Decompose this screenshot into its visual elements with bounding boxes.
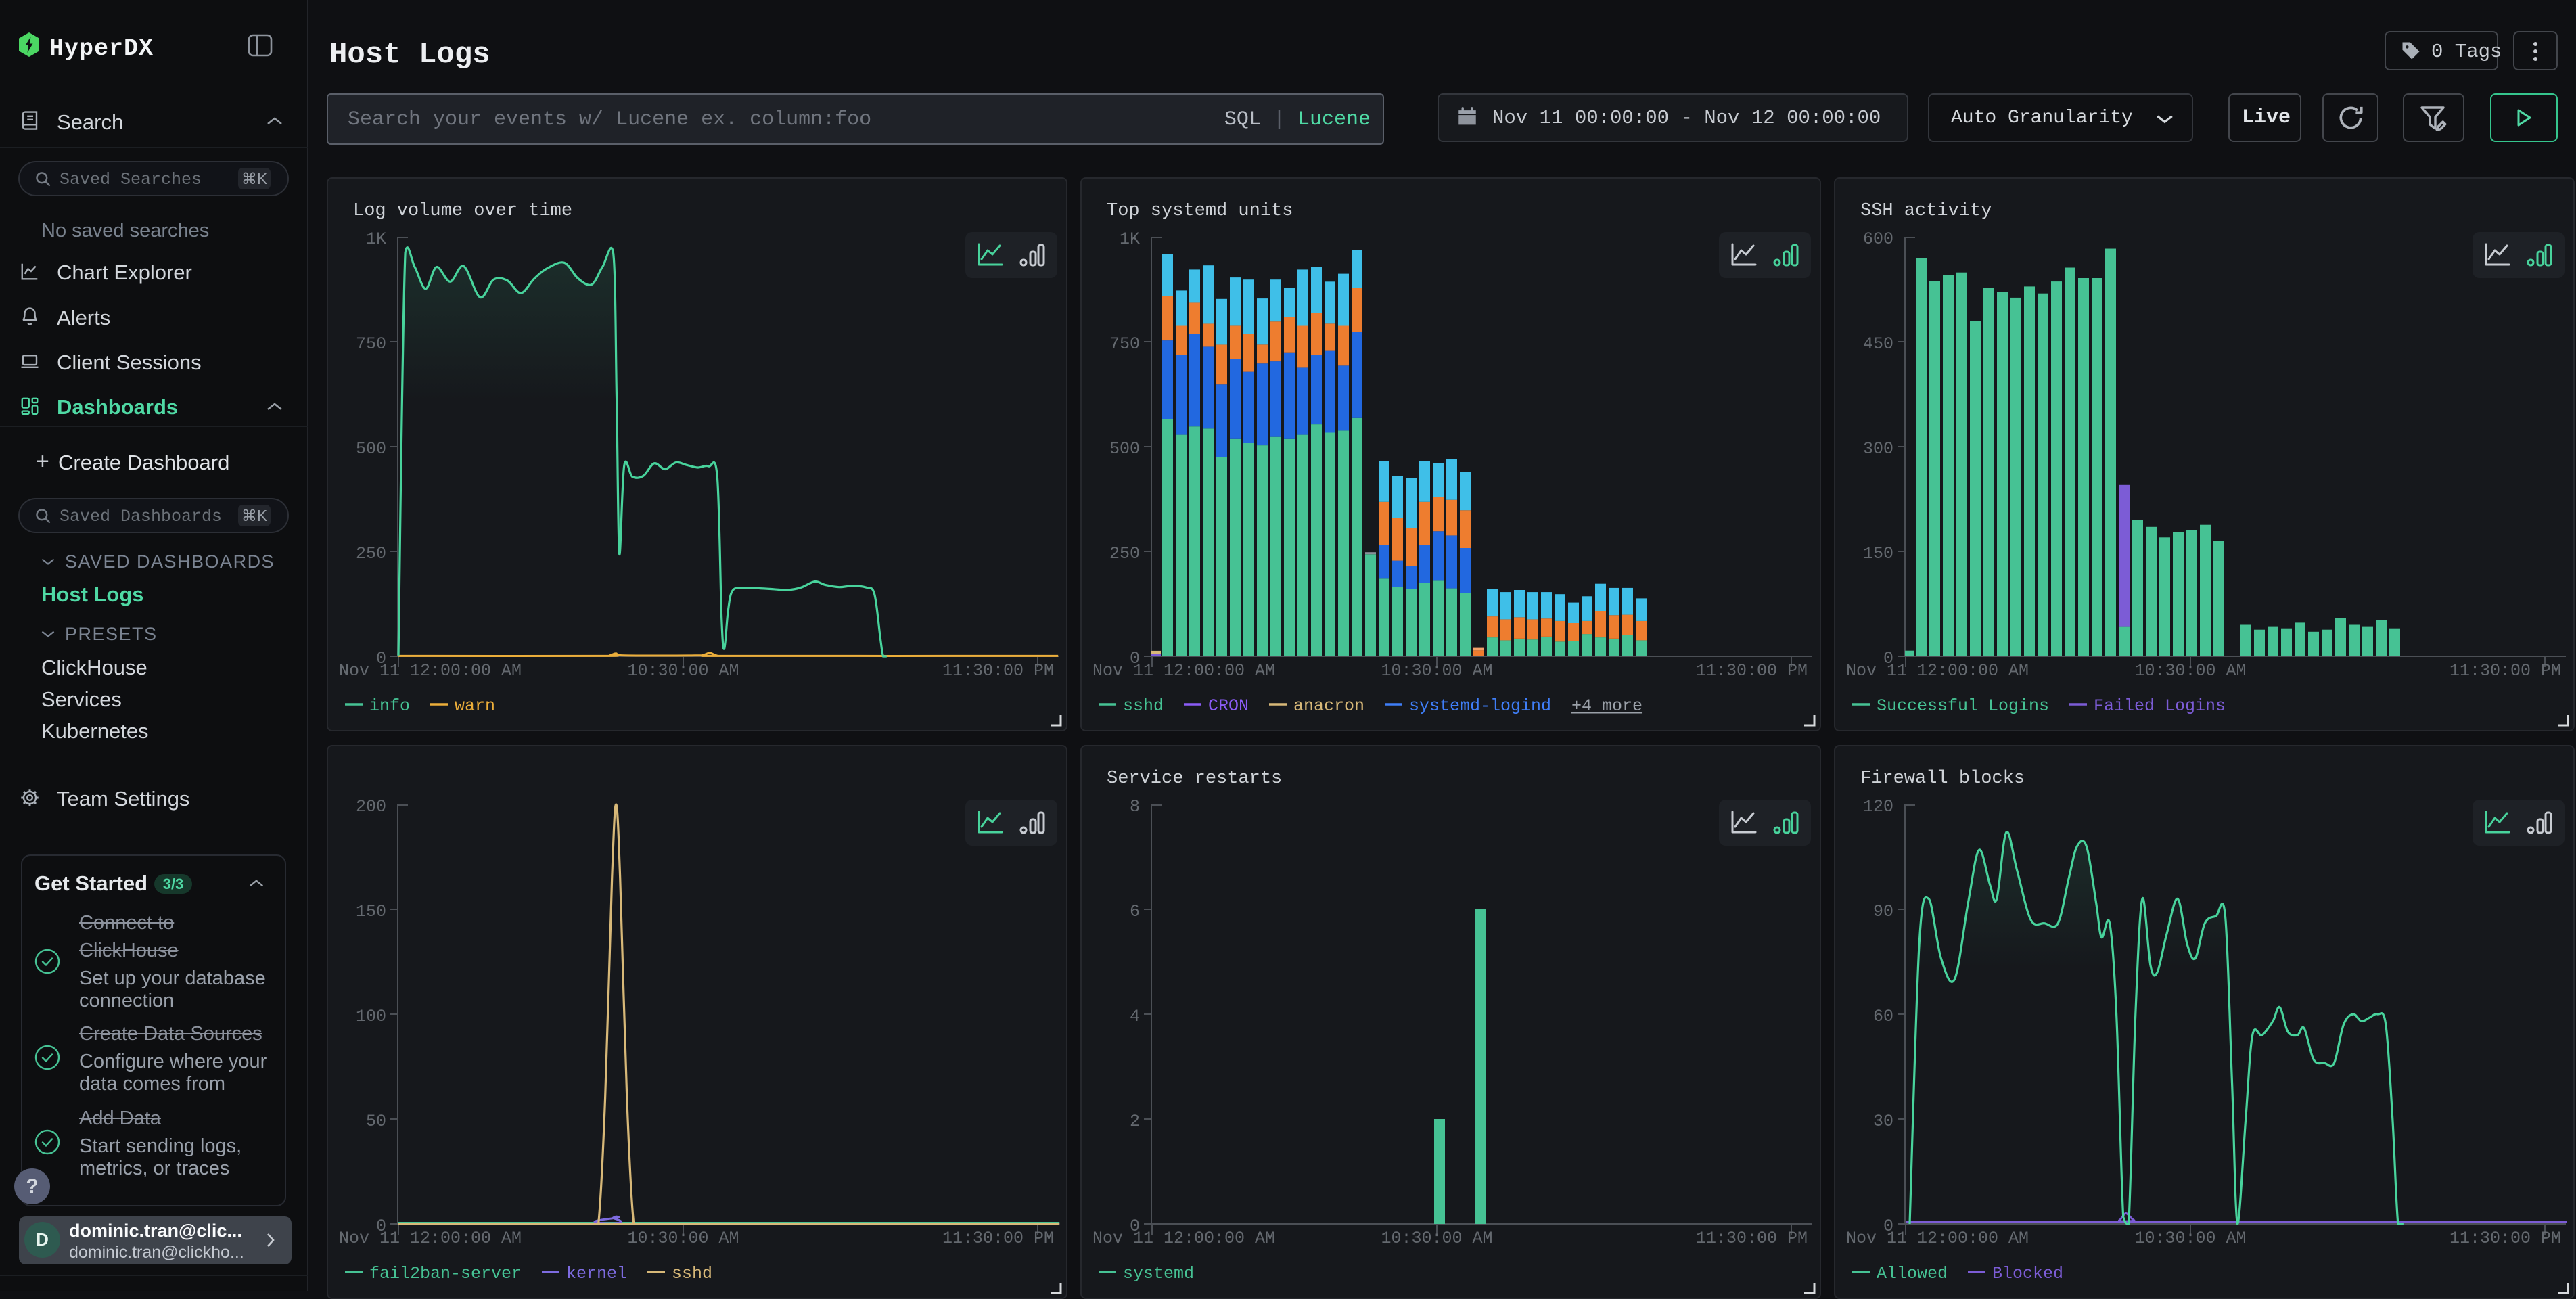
- svg-text:1K: 1K: [366, 229, 386, 249]
- svg-text:1K: 1K: [1120, 229, 1140, 249]
- svg-text:0: 0: [376, 649, 386, 668]
- svg-text:11:30:00 PM: 11:30:00 PM: [1696, 1229, 1808, 1248]
- svg-text:0: 0: [1883, 1216, 1893, 1236]
- svg-text:Nov 11 12:00:00 AM: Nov 11 12:00:00 AM: [1846, 1229, 2029, 1248]
- svg-text:Nov 11 12:00:00 AM: Nov 11 12:00:00 AM: [339, 1229, 522, 1248]
- svg-text:CRON: CRON: [1208, 696, 1249, 716]
- svg-text:0: 0: [1883, 649, 1893, 668]
- svg-text:250: 250: [1109, 544, 1140, 564]
- svg-text:10:30:00 AM: 10:30:00 AM: [1381, 661, 1492, 681]
- svg-text:100: 100: [356, 1007, 386, 1026]
- svg-text:600: 600: [1863, 229, 1893, 249]
- svg-text:10:30:00 AM: 10:30:00 AM: [2134, 1229, 2246, 1248]
- svg-text:fail2ban-server: fail2ban-server: [369, 1264, 522, 1283]
- svg-text:150: 150: [1863, 544, 1893, 564]
- svg-text:SSH activity: SSH activity: [1860, 201, 1992, 221]
- svg-text:Nov 11 12:00:00 AM: Nov 11 12:00:00 AM: [1092, 1229, 1275, 1248]
- svg-text:60: 60: [1873, 1007, 1893, 1026]
- svg-text:10:30:00 AM: 10:30:00 AM: [627, 661, 739, 681]
- svg-text:200: 200: [356, 797, 386, 817]
- svg-text:Top systemd units: Top systemd units: [1107, 201, 1293, 221]
- svg-text:300: 300: [1863, 439, 1893, 459]
- svg-text:kernel: kernel: [566, 1264, 627, 1283]
- svg-text:4: 4: [1130, 1007, 1140, 1026]
- svg-text:Nov 11 12:00:00 AM: Nov 11 12:00:00 AM: [1092, 661, 1275, 681]
- svg-text:0: 0: [376, 1216, 386, 1236]
- svg-text:11:30:00 PM: 11:30:00 PM: [2450, 1229, 2561, 1248]
- svg-text:warn: warn: [455, 696, 495, 716]
- svg-text:500: 500: [1109, 439, 1140, 459]
- svg-text:systemd: systemd: [1123, 1264, 1194, 1283]
- svg-text:Log volume over time: Log volume over time: [353, 201, 572, 221]
- svg-text:750: 750: [356, 334, 386, 354]
- svg-text:450: 450: [1863, 334, 1893, 354]
- svg-text:2: 2: [1130, 1112, 1140, 1131]
- svg-text:+4 more: +4 more: [1571, 696, 1642, 716]
- svg-text:Nov 11 12:00:00 AM: Nov 11 12:00:00 AM: [339, 661, 522, 681]
- svg-text:11:30:00 PM: 11:30:00 PM: [942, 661, 1054, 681]
- svg-text:Failed Logins: Failed Logins: [2094, 696, 2226, 716]
- svg-text:0: 0: [1130, 649, 1140, 668]
- svg-text:sshd: sshd: [1123, 696, 1164, 716]
- svg-text:90: 90: [1873, 902, 1893, 921]
- svg-text:info: info: [369, 696, 410, 716]
- svg-text:11:30:00 PM: 11:30:00 PM: [1696, 661, 1808, 681]
- svg-text:6: 6: [1130, 902, 1140, 921]
- svg-text:500: 500: [356, 439, 386, 459]
- svg-text:10:30:00 AM: 10:30:00 AM: [1381, 1229, 1492, 1248]
- svg-text:Service restarts: Service restarts: [1107, 769, 1282, 789]
- svg-text:anacron: anacron: [1293, 696, 1364, 716]
- svg-text:11:30:00 PM: 11:30:00 PM: [942, 1229, 1054, 1248]
- svg-text:Allowed: Allowed: [1877, 1264, 1948, 1283]
- svg-text:50: 50: [366, 1112, 386, 1131]
- svg-text:systemd-logind: systemd-logind: [1409, 696, 1551, 716]
- svg-text:11:30:00 PM: 11:30:00 PM: [2450, 661, 2561, 681]
- svg-text:10:30:00 AM: 10:30:00 AM: [2134, 661, 2246, 681]
- svg-text:150: 150: [356, 902, 386, 921]
- svg-text:8: 8: [1130, 797, 1140, 817]
- svg-text:sshd: sshd: [672, 1264, 712, 1283]
- svg-text:0: 0: [1130, 1216, 1140, 1236]
- svg-text:10:30:00 AM: 10:30:00 AM: [627, 1229, 739, 1248]
- svg-text:120: 120: [1863, 797, 1893, 817]
- svg-text:Blocked: Blocked: [1992, 1264, 2063, 1283]
- svg-text:Successful Logins: Successful Logins: [1877, 696, 2049, 716]
- svg-text:Firewall blocks: Firewall blocks: [1860, 769, 2025, 789]
- svg-text:30: 30: [1873, 1112, 1893, 1131]
- svg-text:750: 750: [1109, 334, 1140, 354]
- svg-text:250: 250: [356, 544, 386, 564]
- svg-text:Nov 11 12:00:00 AM: Nov 11 12:00:00 AM: [1846, 661, 2029, 681]
